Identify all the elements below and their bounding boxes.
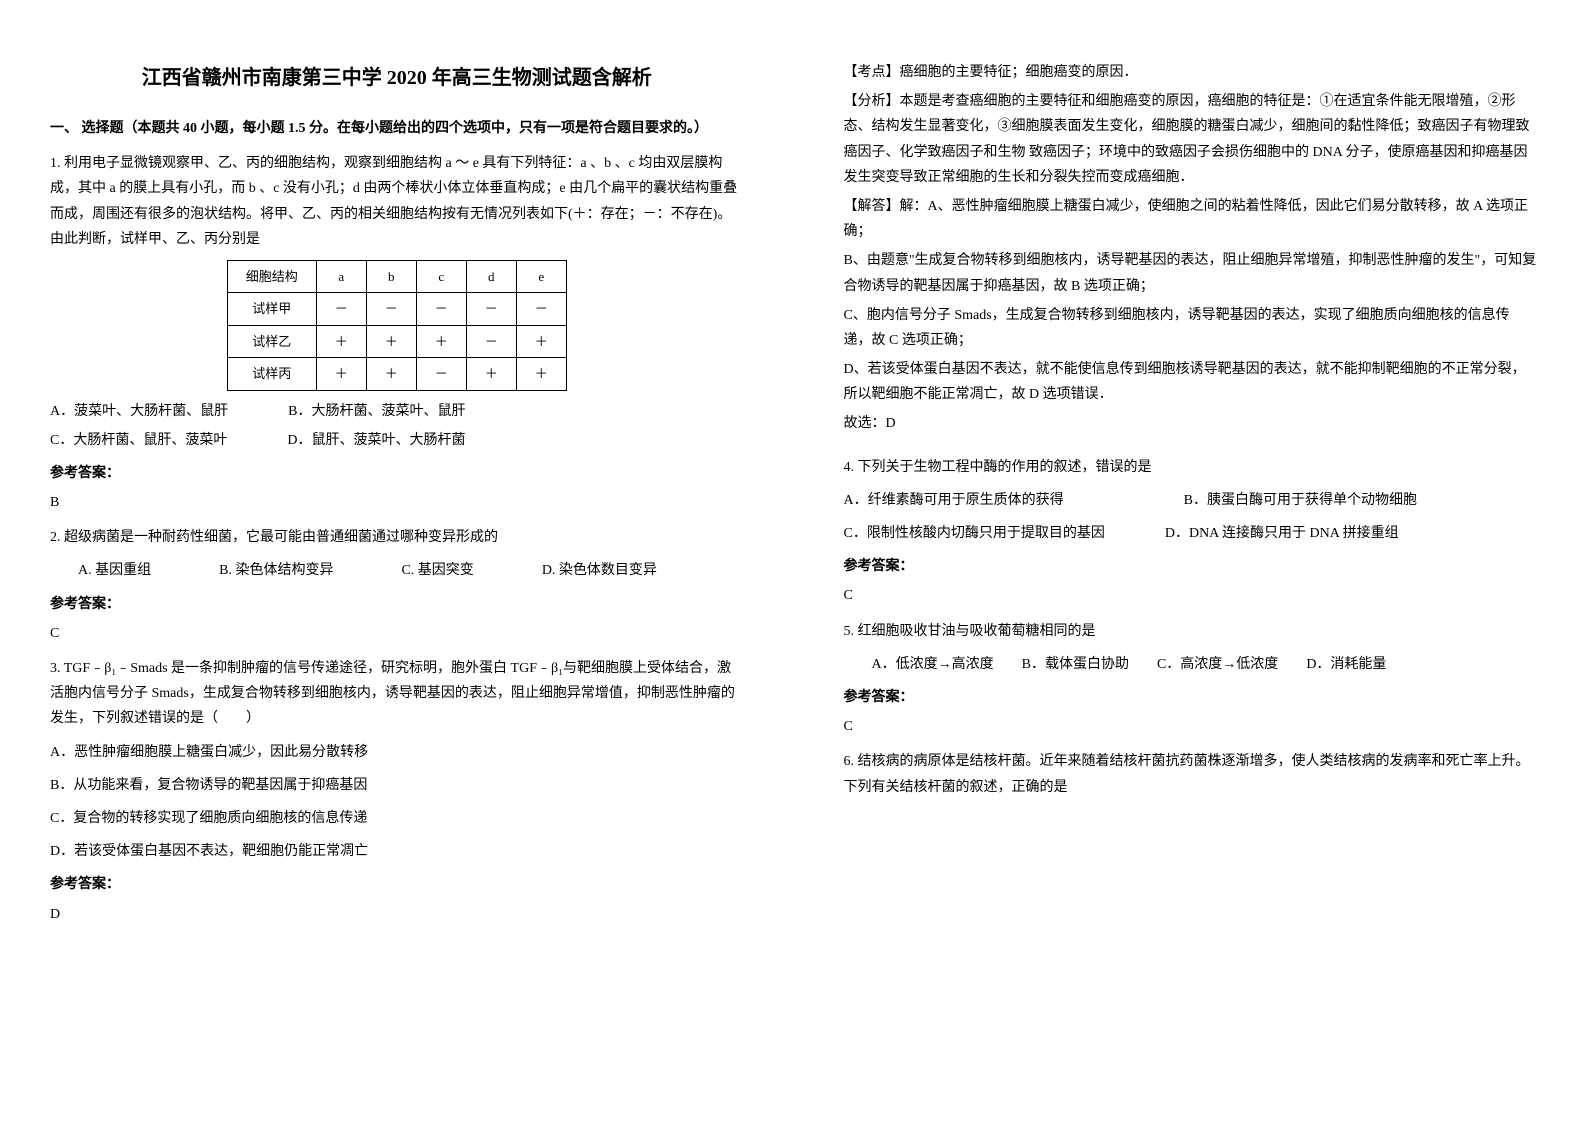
r0c4: －	[466, 293, 516, 325]
th4: d	[466, 260, 516, 292]
q6-text: 6. 结核病的病原体是结核杆菌。近年来随着结核杆菌抗药菌株逐渐增多，使人类结核病…	[844, 749, 1538, 799]
q2-answer: C	[50, 621, 744, 646]
r2c1: ＋	[316, 358, 366, 390]
q3-analysis: 【分析】本题是考查癌细胞的主要特征和细胞癌变的原因，癌细胞的特征是：①在适宜条件…	[844, 89, 1538, 190]
r1c4: －	[466, 325, 516, 357]
q3-text: 3. TGF﹣β₁﹣Smads 是一条抑制肿瘤的信号传递途径，研究标明，胞外蛋白…	[50, 656, 744, 732]
q3-exam-point: 【考点】癌细胞的主要特征；细胞癌变的原因．	[844, 60, 1538, 85]
q3-solve-a: 【解答】解：A、恶性肿瘤细胞膜上糖蛋白减少，使细胞之间的粘着性降低，因此它们易分…	[844, 194, 1538, 244]
th0: 细胞结构	[227, 260, 316, 292]
r0c5: －	[516, 293, 566, 325]
q4-optA: A．纤维素酶可用于原生质体的获得	[844, 488, 1064, 513]
question-3: 3. TGF﹣β₁﹣Smads 是一条抑制肿瘤的信号传递途径，研究标明，胞外蛋白…	[50, 656, 744, 927]
q2-answer-label: 参考答案：	[50, 592, 744, 617]
q1-answer: B	[50, 490, 744, 515]
th2: b	[366, 260, 416, 292]
q3-conclusion: 故选：D	[844, 411, 1538, 436]
q3-optC: C．复合物的转移实现了细胞质向细胞核的信息传递	[50, 806, 744, 831]
q4-optD: D．DNA 连接酶只用于 DNA 拼接重组	[1165, 521, 1399, 546]
r2c4: ＋	[466, 358, 516, 390]
q5-optA: A．低浓度→高浓度	[872, 657, 994, 672]
question-2: 2. 超级病菌是一种耐药性细菌，它最可能由普通细菌通过哪种变异形成的 A. 基因…	[50, 525, 744, 646]
r2c0: 试样丙	[227, 358, 316, 390]
q1-optC: C．大肠杆菌、鼠肝、菠菜叶	[50, 428, 227, 453]
q2-optC: C. 基因突变	[373, 558, 473, 583]
section1-header: 一、 选择题（本题共 40 小题，每小题 1.5 分。在每小题给出的四个选项中，…	[50, 116, 744, 141]
r0c3: －	[416, 293, 466, 325]
r2c2: ＋	[366, 358, 416, 390]
question-5: 5. 红细胞吸收甘油与吸收葡萄糖相同的是 A．低浓度→高浓度 B．载体蛋白协助 …	[844, 619, 1538, 740]
q5-optB: B．载体蛋白协助	[1022, 657, 1129, 672]
q3-solve-d: D、若该受体蛋白基因不表达，就不能使信息传到细胞核诱导靶基因的表达，就不能抑制靶…	[844, 357, 1538, 407]
q5-optC: C．高浓度→低浓度	[1157, 657, 1278, 672]
r0c2: －	[366, 293, 416, 325]
q1-optD: D．鼠肝、菠菜叶、大肠杆菌	[287, 428, 465, 453]
q4-optC: C．限制性核酸内切酶只用于提取目的基因	[844, 521, 1105, 546]
q5-answer: C	[844, 714, 1538, 739]
q2-optB: B. 染色体结构变异	[191, 558, 333, 583]
q3-answer-label: 参考答案：	[50, 872, 744, 897]
r1c2: ＋	[366, 325, 416, 357]
question-6: 6. 结核病的病原体是结核杆菌。近年来随着结核杆菌抗药菌株逐渐增多，使人类结核病…	[844, 749, 1538, 799]
q4-text: 4. 下列关于生物工程中酶的作用的叙述，错误的是	[844, 455, 1538, 480]
q1-text: 1. 利用电子显微镜观察甲、乙、丙的细胞结构，观察到细胞结构 a ～ e 具有下…	[50, 151, 744, 252]
q3-solve-b: B、由题意"生成复合物转移到细胞核内，诱导靶基因的表达，阻止细胞异常增殖，抑制恶…	[844, 248, 1538, 298]
r0c1: －	[316, 293, 366, 325]
r1c5: ＋	[516, 325, 566, 357]
q3-explanation: 【考点】癌细胞的主要特征；细胞癌变的原因． 【分析】本题是考查癌细胞的主要特征和…	[844, 60, 1538, 437]
r2c3: －	[416, 358, 466, 390]
question-1: 1. 利用电子显微镜观察甲、乙、丙的细胞结构，观察到细胞结构 a ～ e 具有下…	[50, 151, 744, 515]
q2-text: 2. 超级病菌是一种耐药性细菌，它最可能由普通细菌通过哪种变异形成的	[50, 525, 744, 550]
th3: c	[416, 260, 466, 292]
q5-optD: D．消耗能量	[1306, 657, 1386, 672]
question-4: 4. 下列关于生物工程中酶的作用的叙述，错误的是 A．纤维素酶可用于原生质体的获…	[844, 455, 1538, 609]
q1-table: 细胞结构 a b c d e 试样甲 － － － － － 试样乙 ＋ ＋ ＋ －	[227, 260, 567, 391]
q5-text: 5. 红细胞吸收甘油与吸收葡萄糖相同的是	[844, 619, 1538, 644]
q5-answer-label: 参考答案：	[844, 685, 1538, 710]
r1c0: 试样乙	[227, 325, 316, 357]
q1-answer-label: 参考答案：	[50, 461, 744, 486]
q3-answer: D	[50, 902, 744, 927]
q3-optB: B．从功能来看，复合物诱导的靶基因属于抑癌基因	[50, 773, 744, 798]
q3-optD: D．若该受体蛋白基因不表达，靶细胞仍能正常凋亡	[50, 839, 744, 864]
r2c5: ＋	[516, 358, 566, 390]
q3-optA: A．恶性肿瘤细胞膜上糖蛋白减少，因此易分散转移	[50, 740, 744, 765]
q3-solve-c: C、胞内信号分子 Smads，生成复合物转移到细胞核内，诱导靶基因的表达，实现了…	[844, 303, 1538, 353]
q4-answer-label: 参考答案：	[844, 554, 1538, 579]
q4-optB: B．胰蛋白酶可用于获得单个动物细胞	[1184, 488, 1417, 513]
r1c3: ＋	[416, 325, 466, 357]
q4-answer: C	[844, 583, 1538, 608]
q2-optA: A. 基因重组	[50, 558, 151, 583]
th1: a	[316, 260, 366, 292]
q1-optA: A．菠菜叶、大肠杆菌、鼠肝	[50, 399, 228, 424]
r1c1: ＋	[316, 325, 366, 357]
r0c0: 试样甲	[227, 293, 316, 325]
th5: e	[516, 260, 566, 292]
q2-optD: D. 染色体数目变异	[514, 558, 657, 583]
page-title: 江西省赣州市南康第三中学 2020 年高三生物测试题含解析	[50, 60, 744, 96]
q1-optB: B．大肠杆菌、菠菜叶、鼠肝	[288, 399, 465, 424]
